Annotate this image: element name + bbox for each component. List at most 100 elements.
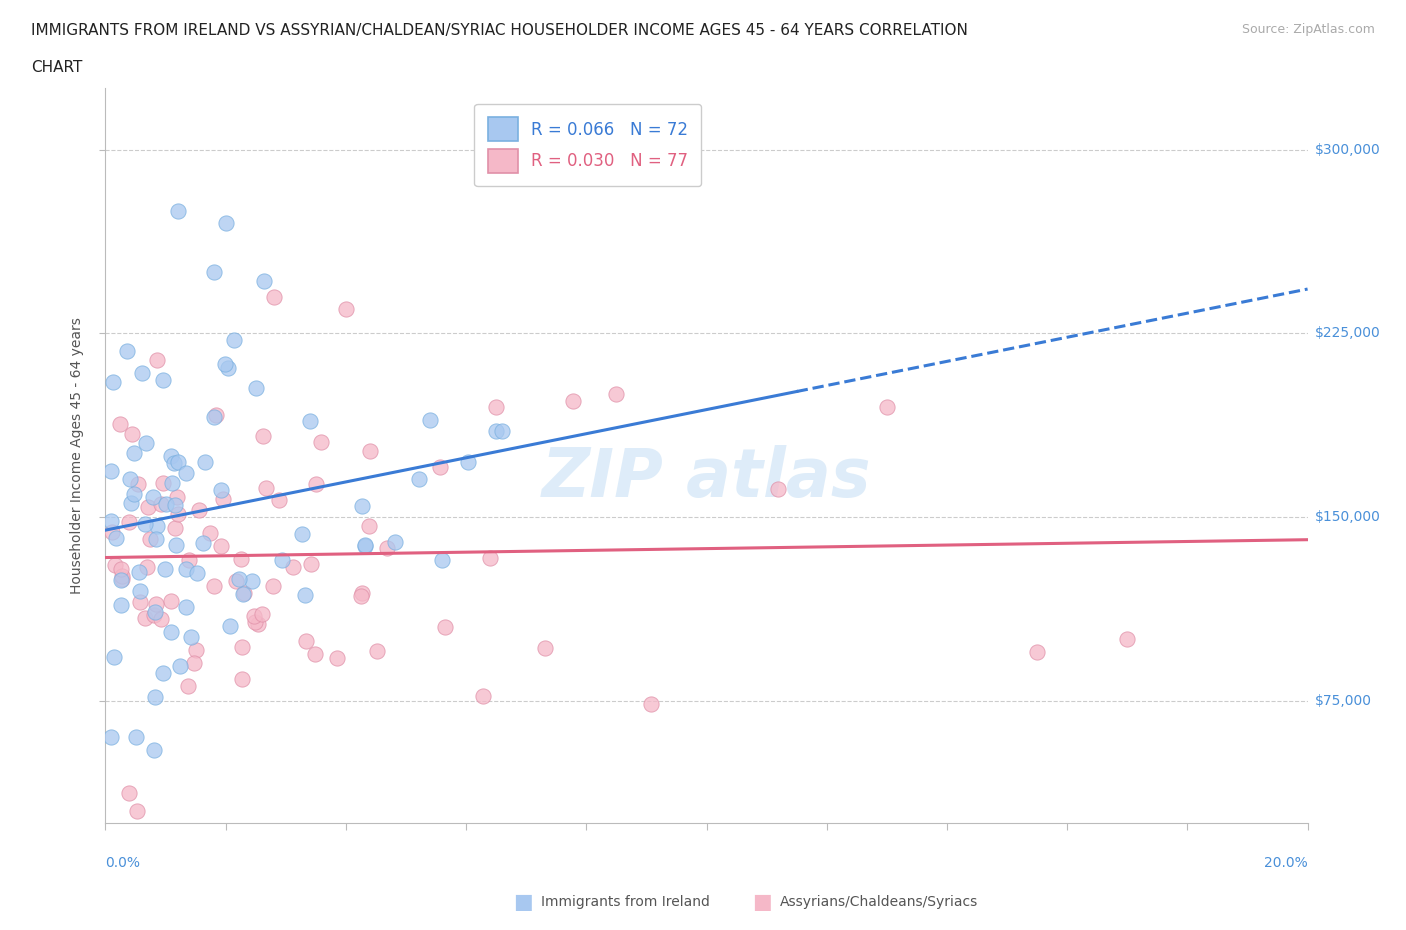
Point	[124, 445, 146, 460]
Point	[100, 463, 122, 478]
Point	[471, 688, 494, 703]
Point	[152, 373, 174, 388]
Point	[430, 553, 453, 568]
Point	[295, 634, 318, 649]
Point	[232, 587, 254, 602]
Point	[167, 507, 190, 522]
Point	[118, 514, 141, 529]
Point	[359, 519, 381, 534]
Point	[120, 496, 142, 511]
Point	[305, 476, 328, 491]
Point	[263, 289, 285, 304]
Point	[110, 598, 132, 613]
Point	[186, 565, 208, 580]
Point	[146, 518, 169, 533]
Point	[174, 600, 197, 615]
Point	[129, 594, 152, 609]
Point	[159, 448, 181, 463]
Point	[254, 481, 277, 496]
Point	[1116, 632, 1139, 647]
Point	[309, 434, 332, 449]
Point	[766, 482, 789, 497]
Point	[142, 742, 165, 757]
Point	[100, 525, 122, 540]
Point	[240, 574, 263, 589]
Point	[1026, 644, 1049, 659]
Point	[124, 730, 146, 745]
Point	[335, 301, 357, 316]
Point	[111, 568, 134, 583]
Point	[252, 429, 274, 444]
Y-axis label: Householder Income Ages 45 - 64 years: Householder Income Ages 45 - 64 years	[70, 317, 84, 594]
Point	[270, 552, 292, 567]
Point	[100, 513, 122, 528]
Point	[153, 562, 176, 577]
Point	[149, 611, 172, 626]
Point	[103, 649, 125, 664]
Text: 0.0%: 0.0%	[105, 856, 141, 870]
Point	[155, 497, 177, 512]
Point	[125, 804, 148, 818]
Point	[108, 417, 131, 432]
Point	[127, 476, 149, 491]
Point	[209, 483, 232, 498]
Point	[150, 497, 173, 512]
Point	[163, 498, 186, 512]
Text: Source: ZipAtlas.com: Source: ZipAtlas.com	[1241, 23, 1375, 36]
Point	[561, 394, 583, 409]
Point	[143, 608, 166, 623]
Point	[491, 424, 513, 439]
Point	[291, 526, 314, 541]
Point	[224, 332, 246, 347]
Text: 20.0%: 20.0%	[1264, 856, 1308, 870]
Point	[128, 565, 150, 579]
Point	[246, 617, 269, 631]
Point	[325, 650, 347, 665]
Point	[160, 475, 183, 490]
Point	[184, 643, 207, 658]
Point	[262, 578, 284, 593]
Point	[233, 586, 256, 601]
Point	[485, 424, 508, 439]
Point	[180, 630, 202, 644]
Point	[876, 399, 898, 414]
Point	[533, 641, 555, 656]
Point	[160, 593, 183, 608]
Point	[135, 435, 157, 450]
Point	[202, 410, 225, 425]
Point	[145, 532, 167, 547]
Point	[214, 216, 236, 231]
Point	[120, 472, 142, 486]
Point	[212, 492, 235, 507]
Point	[231, 640, 253, 655]
Point	[165, 538, 187, 552]
Point	[142, 489, 165, 504]
Point	[225, 574, 247, 589]
Point	[163, 521, 186, 536]
Point	[111, 571, 134, 586]
Point	[350, 498, 373, 513]
Point	[205, 407, 228, 422]
Text: Immigrants from Ireland: Immigrants from Ireland	[541, 895, 710, 910]
Point	[145, 597, 167, 612]
Point	[299, 556, 322, 571]
Point	[145, 689, 167, 704]
Point	[457, 454, 479, 469]
Point	[408, 472, 430, 486]
Point	[384, 535, 406, 550]
Point	[478, 551, 501, 565]
Point	[245, 380, 267, 395]
Point	[152, 475, 174, 490]
Point	[298, 413, 321, 428]
Point	[366, 644, 388, 658]
Point	[253, 273, 276, 288]
Point	[359, 444, 381, 458]
Point	[429, 459, 451, 474]
Point	[100, 729, 122, 744]
Point	[174, 466, 197, 481]
Point	[228, 572, 250, 587]
Point	[163, 456, 186, 471]
Point	[167, 454, 190, 469]
Point	[176, 678, 198, 693]
Point	[101, 375, 124, 390]
